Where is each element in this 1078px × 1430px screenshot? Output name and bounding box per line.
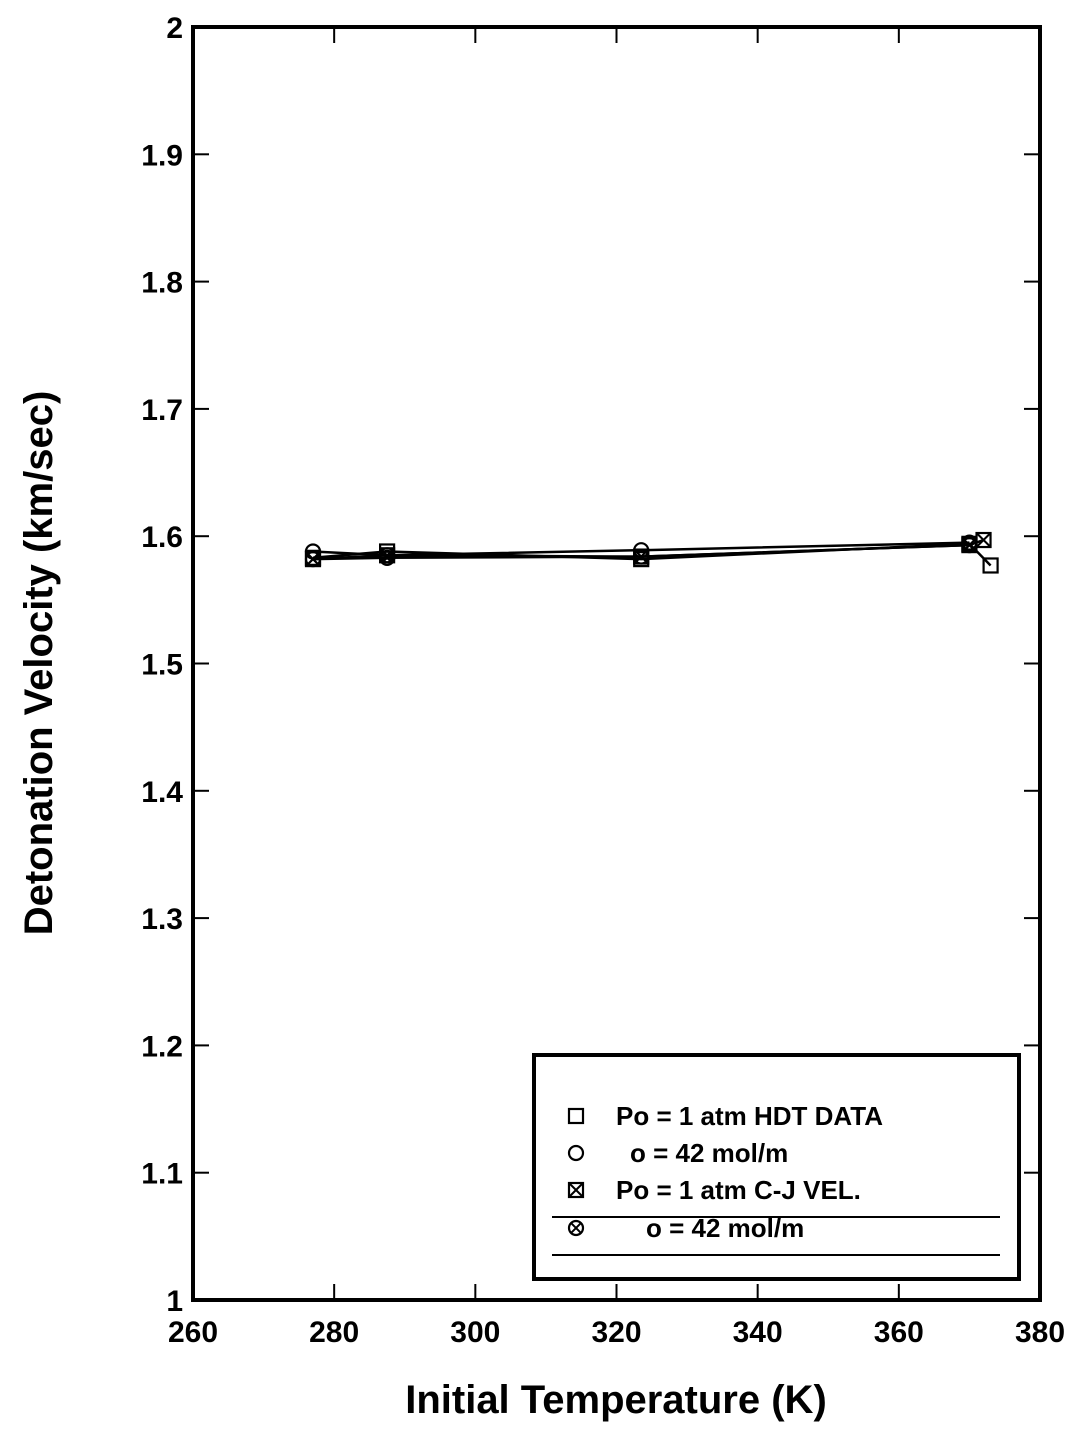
legend-entry: o = 42 mol/m — [567, 1138, 788, 1168]
legend-entry: Po = 1 atm C-J VEL. — [567, 1175, 861, 1205]
y-tick-label: 1.1 — [141, 1158, 183, 1191]
square-marker — [567, 1107, 585, 1125]
y-tick-label: 1.3 — [141, 903, 183, 936]
series-markers — [304, 531, 999, 574]
circle-x-marker — [379, 549, 396, 566]
marker-cross — [379, 547, 395, 564]
circle-marker — [567, 1144, 585, 1162]
x-tick-label: 280 — [309, 1316, 359, 1349]
ticks: 260 280 300 320 340 360 380 1 1.1 1.2 1.3 1.4 1.5 1.6… — [141, 12, 1065, 1349]
square-x-marker — [975, 531, 992, 549]
series-line-4 — [312, 543, 970, 561]
y-tick-label: 1.2 — [141, 1030, 183, 1063]
legend-label: o = 42 mol/m — [630, 1138, 788, 1168]
circle-x-marker — [633, 548, 650, 565]
y-tick-label: 1.8 — [141, 267, 183, 300]
y-axis-title: Detonation Velocity (km/sec) — [17, 391, 61, 936]
marker-cross — [307, 553, 319, 565]
data-point — [304, 551, 322, 568]
series-4-points — [304, 537, 978, 568]
data-point — [961, 537, 978, 554]
square-marker — [982, 557, 999, 574]
x-tick-label: 360 — [874, 1316, 924, 1349]
legend-box — [532, 1053, 1021, 1281]
circle-x-marker — [304, 551, 322, 568]
y-tick-label: 2 — [166, 12, 183, 45]
legend-entries: Po = 1 atm HDT DATA o = 42 mol/m Po = 1 at… — [552, 1101, 1000, 1256]
x-tick-label: 320 — [591, 1316, 641, 1349]
marker-cross — [963, 539, 976, 551]
series-lines — [312, 538, 992, 567]
x-tick-label: 340 — [733, 1316, 783, 1349]
y-tick-label: 1.9 — [141, 139, 183, 172]
x-axis-title: Initial Temperature (K) — [405, 1378, 827, 1422]
data-point — [975, 531, 992, 549]
marker-cross — [570, 1222, 582, 1234]
circle-x-marker — [567, 1219, 585, 1237]
y-tick-label: 1 — [166, 1285, 183, 1318]
y-tick-label: 1.7 — [141, 394, 183, 427]
data-point — [982, 557, 999, 574]
legend-label: Po = 1 atm HDT DATA — [616, 1101, 883, 1131]
legend-label: Po = 1 atm C-J VEL. — [616, 1175, 861, 1205]
circle-x-marker — [961, 537, 978, 554]
marker-cross — [975, 532, 992, 548]
data-point — [379, 549, 396, 566]
marker-cross — [381, 552, 393, 564]
y-tick-label: 1.6 — [141, 521, 183, 554]
marker-cross — [635, 550, 647, 563]
x-tick-label: 380 — [1015, 1316, 1065, 1349]
series-line-2 — [312, 541, 970, 557]
marker-cross — [568, 1182, 584, 1198]
x-tick-label: 260 — [168, 1316, 218, 1349]
legend-entry: Po = 1 atm HDT DATA — [567, 1101, 883, 1131]
legend: Po = 1 atm HDT DATA o = 42 mol/m Po = 1 at… — [532, 1053, 1021, 1281]
y-tick-label: 1.4 — [141, 776, 183, 809]
series-3-points — [304, 531, 992, 568]
square-x-marker — [567, 1181, 585, 1199]
x-tick-label: 300 — [450, 1316, 500, 1349]
data-point — [633, 548, 650, 565]
y-tick-label: 1.5 — [141, 649, 183, 682]
